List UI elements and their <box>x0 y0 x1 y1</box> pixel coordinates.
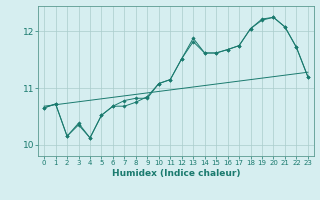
X-axis label: Humidex (Indice chaleur): Humidex (Indice chaleur) <box>112 169 240 178</box>
